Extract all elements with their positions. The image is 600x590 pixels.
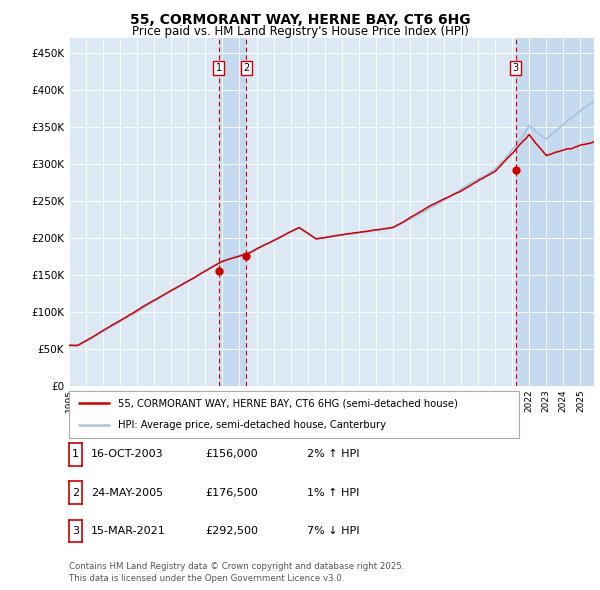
Text: £292,500: £292,500 <box>205 526 258 536</box>
Text: 15-MAR-2021: 15-MAR-2021 <box>91 526 166 536</box>
Text: £176,500: £176,500 <box>205 488 258 497</box>
Text: 1: 1 <box>216 63 222 73</box>
Text: 16-OCT-2003: 16-OCT-2003 <box>91 450 164 459</box>
Text: 2% ↑ HPI: 2% ↑ HPI <box>307 450 360 459</box>
Text: 3: 3 <box>512 63 519 73</box>
Text: 2: 2 <box>243 63 249 73</box>
Bar <box>219 38 246 386</box>
Text: 3: 3 <box>72 526 79 536</box>
Text: 1: 1 <box>72 450 79 459</box>
Text: 24-MAY-2005: 24-MAY-2005 <box>91 488 163 497</box>
Text: HPI: Average price, semi-detached house, Canterbury: HPI: Average price, semi-detached house,… <box>119 420 386 430</box>
Bar <box>516 38 594 386</box>
Text: £156,000: £156,000 <box>205 450 258 459</box>
Text: 55, CORMORANT WAY, HERNE BAY, CT6 6HG: 55, CORMORANT WAY, HERNE BAY, CT6 6HG <box>130 13 470 27</box>
Text: 55, CORMORANT WAY, HERNE BAY, CT6 6HG (semi-detached house): 55, CORMORANT WAY, HERNE BAY, CT6 6HG (s… <box>119 398 458 408</box>
Text: Contains HM Land Registry data © Crown copyright and database right 2025.
This d: Contains HM Land Registry data © Crown c… <box>69 562 404 583</box>
Text: Price paid vs. HM Land Registry's House Price Index (HPI): Price paid vs. HM Land Registry's House … <box>131 25 469 38</box>
Text: 7% ↓ HPI: 7% ↓ HPI <box>307 526 360 536</box>
Text: 2: 2 <box>72 488 79 497</box>
Text: 1% ↑ HPI: 1% ↑ HPI <box>307 488 359 497</box>
